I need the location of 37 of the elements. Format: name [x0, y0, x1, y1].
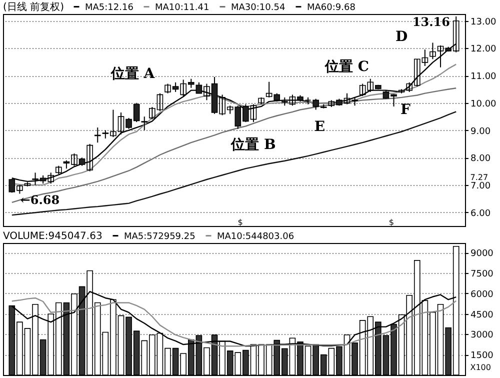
chart-title: (日线 前复权)	[3, 1, 64, 13]
annotation: D	[395, 29, 408, 45]
y-tick-label: 9.00	[470, 126, 491, 137]
annotation: 13.16	[412, 15, 450, 29]
y-tick-label: 7500	[470, 269, 494, 280]
candlestick	[430, 42, 436, 60]
y-tick-label: 6000	[470, 290, 494, 300]
annotation: F	[400, 102, 410, 118]
legend-label: MA10:11.41	[155, 2, 210, 13]
y-tick-label: 3000	[470, 330, 494, 341]
y-tick-label: 8.00	[470, 154, 491, 164]
y-tick-label: 1500	[470, 351, 494, 362]
legend-label: MA10:544803.06	[217, 232, 294, 242]
y-tick-label: 12.00	[470, 44, 497, 55]
annotation: 位置 B	[230, 137, 276, 153]
annotation: $	[388, 218, 394, 227]
y-tick-label: 13.00	[470, 17, 497, 28]
candlestick	[141, 116, 148, 131]
chart-title: VOLUME:945047.63	[3, 231, 102, 242]
y-tick-label: 6.00	[470, 208, 491, 219]
legend-label: MA30:10.54	[231, 2, 286, 13]
candlestick	[94, 127, 101, 144]
y-tick-label: 7.00	[470, 181, 491, 192]
annotation: $	[238, 218, 243, 227]
y-tick-label: 11.00	[470, 72, 497, 82]
legend-label: MA5:12.16	[85, 2, 134, 13]
annotation: 位置 C	[324, 59, 370, 75]
legend-label: MA5:572959.25	[124, 232, 196, 242]
annotation: ←6.68	[20, 193, 60, 207]
y-tick-label: 10.00	[470, 99, 497, 110]
legend-label: MA60:9.68	[307, 2, 356, 13]
y-tick-label: 4500	[470, 310, 494, 320]
text: X100	[470, 363, 491, 372]
annotation: 位置 A	[110, 66, 156, 82]
y-tick-label: 9000	[470, 249, 494, 260]
annotation: E	[314, 119, 326, 135]
text: 7.27	[470, 173, 488, 182]
